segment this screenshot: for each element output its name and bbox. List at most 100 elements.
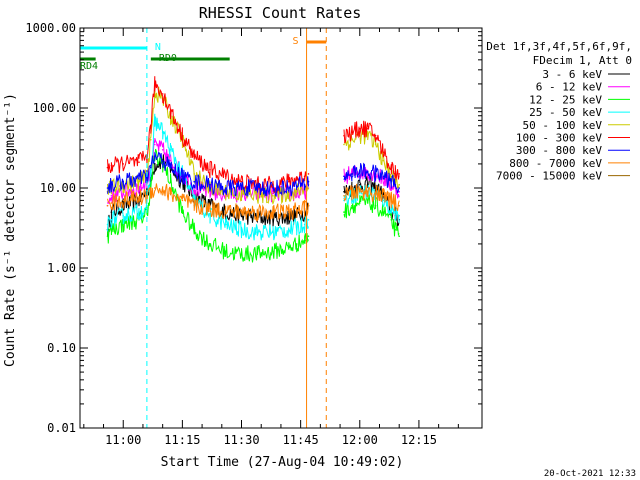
y-axis: 0.01 0.10 1.00 10.00 100.00 1000.00: [25, 21, 482, 435]
series-point-3: [209, 214, 211, 217]
series-point-4: [138, 180, 140, 183]
series-point-5: [154, 83, 156, 85]
series-point-6: [288, 187, 290, 189]
series-point-2: [374, 204, 377, 207]
legend: Det 1f,3f,4f,5f,6f,9f, FDecim 1, Att 0 3…: [486, 40, 632, 183]
series-point-5: [224, 175, 227, 178]
series-point-5: [307, 173, 310, 175]
series-point-7: [398, 204, 401, 207]
series-point-3: [169, 149, 172, 151]
series-6: [106, 151, 401, 198]
series-point-2: [343, 211, 345, 213]
series-point-7: [150, 190, 152, 193]
series-point-7: [359, 190, 361, 193]
series-point-7: [224, 209, 227, 212]
series-point-6: [351, 173, 353, 175]
legend-entry: 300 - 800 keV: [516, 144, 630, 157]
series-point-4: [150, 139, 152, 141]
series-point-5: [390, 166, 393, 169]
series-point-5: [150, 124, 152, 127]
series-point-4: [382, 159, 385, 162]
series-point-5: [193, 155, 195, 157]
annotation-1: S: [293, 28, 327, 428]
series-point-2: [181, 211, 184, 213]
series-point-4: [288, 192, 290, 195]
series-point-7: [288, 211, 290, 213]
annotation-0: N: [80, 28, 161, 428]
series-point-3: [288, 229, 290, 231]
series-point-5: [161, 93, 164, 95]
series-point-0: [110, 211, 113, 213]
annotation-label: RD0: [159, 53, 177, 64]
series-point-7: [256, 211, 259, 213]
legend-entry-label: 300 - 800 keV: [516, 144, 602, 157]
y-tick-label: 0.01: [47, 421, 76, 435]
series-point-2: [240, 253, 243, 255]
series-point-4: [272, 195, 274, 197]
series-point-2: [303, 239, 306, 242]
series-point-6: [307, 180, 310, 183]
y-tick-label: 100.00: [33, 101, 76, 115]
y-tick-label: 1000.00: [25, 21, 76, 35]
series-point-3: [110, 219, 113, 221]
series-point-5: [303, 175, 306, 178]
x-axis: 11:00 11:15 11:30 11:45 12:00 12:15: [83, 28, 459, 447]
legend-entry: 12 - 25 keV: [529, 93, 630, 106]
series-point-7: [122, 199, 124, 202]
series-point-5: [288, 180, 290, 183]
series-point-2: [366, 202, 369, 204]
series-point-7: [154, 187, 156, 189]
series-point-7: [209, 208, 211, 210]
x-tick-label: 11:30: [223, 433, 259, 447]
series-point-6: [154, 155, 156, 157]
series-point-2: [256, 253, 259, 255]
series-point-6: [161, 159, 164, 162]
y-tick-label: 10.00: [40, 181, 76, 195]
legend-header-line-2: FDecim 1, Att 0: [533, 54, 632, 67]
series-point-5: [382, 151, 385, 153]
series-point-3: [398, 214, 401, 217]
series-7: [106, 183, 401, 222]
legend-entry-label: 12 - 25 keV: [529, 93, 602, 106]
series-point-5: [110, 164, 113, 167]
series-point-1: [110, 195, 113, 197]
series-point-2: [382, 211, 385, 213]
series-point-6: [374, 173, 377, 175]
series-point-4: [295, 190, 298, 193]
series-point-6: [181, 175, 184, 178]
annotation-2: RD0: [150, 53, 230, 64]
series-point-2: [110, 229, 113, 231]
series-point-2: [351, 204, 353, 207]
series-point-5: [209, 168, 211, 171]
series-point-6: [122, 180, 124, 183]
series-point-7: [240, 211, 243, 213]
series-point-7: [343, 195, 345, 197]
series-point-5: [394, 170, 397, 173]
annotation-layer: N S RD0 RD4: [80, 28, 327, 428]
series-point-5: [106, 166, 109, 169]
series-point-7: [394, 202, 397, 204]
series-point-3: [154, 119, 156, 122]
series-point-2: [359, 202, 361, 204]
series-point-3: [161, 131, 164, 133]
series-point-5: [169, 110, 172, 113]
series-point-1: [303, 190, 306, 193]
series-point-3: [138, 211, 140, 213]
legend-entry-label: 25 - 50 keV: [529, 106, 602, 119]
legend-entry-label: 800 - 7000 keV: [509, 157, 602, 170]
series-point-6: [343, 175, 345, 178]
series-point-4: [343, 143, 345, 146]
series-point-2: [169, 180, 172, 183]
series-point-3: [106, 223, 109, 226]
x-tick-label: 12:15: [401, 433, 437, 447]
series-point-3: [390, 208, 393, 210]
legend-entry-label: 100 - 300 keV: [516, 132, 602, 145]
series-point-7: [295, 209, 298, 212]
series-point-5: [359, 128, 361, 130]
series-point-6: [224, 187, 227, 189]
series-point-2: [272, 250, 274, 253]
series-point-2: [193, 229, 195, 231]
series-point-1: [161, 149, 164, 151]
series-point-5: [295, 178, 298, 180]
